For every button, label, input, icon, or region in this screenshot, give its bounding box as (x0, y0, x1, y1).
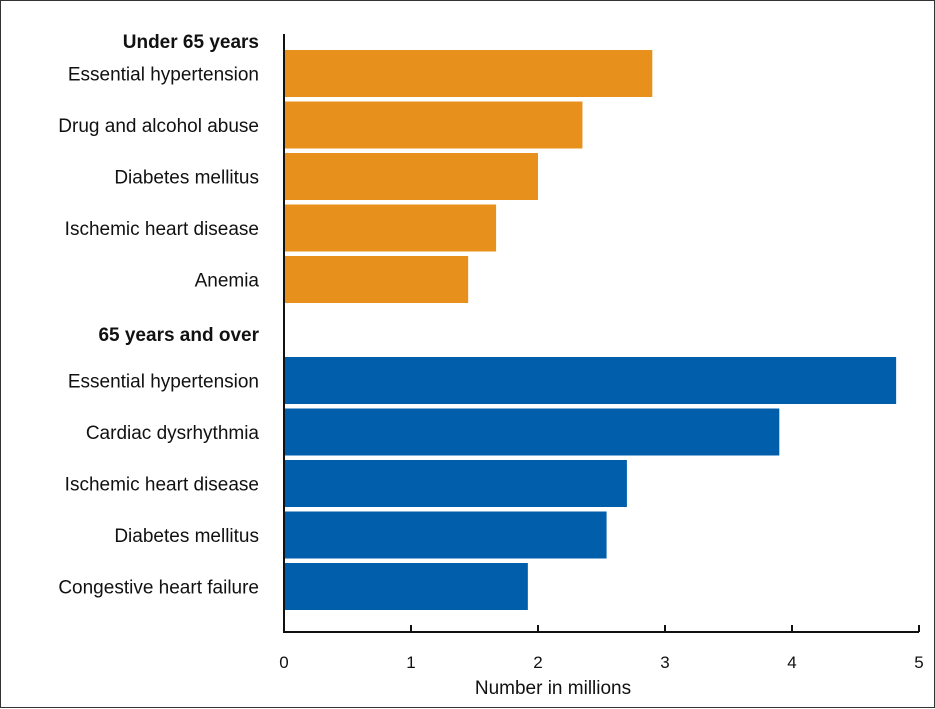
labels-layer: Under 65 years Essential hypertension Drug… (58, 32, 259, 599)
bar (284, 204, 497, 252)
bars-layer (284, 50, 897, 610)
x-tick-label: 4 (787, 653, 796, 672)
category-label: Drug and alcohol abuse (58, 116, 259, 137)
bar (284, 408, 780, 456)
bar (284, 563, 528, 610)
bar (284, 511, 607, 559)
category-label: Ischemic heart disease (65, 219, 259, 240)
x-ticks-layer: 0 1 2 3 4 5 (279, 625, 924, 672)
bar (284, 256, 469, 303)
category-label: Cardiac dysrhythmia (86, 423, 260, 444)
category-label: Congestive heart failure (58, 578, 259, 599)
category-label: Ischemic heart disease (65, 475, 259, 496)
category-label: Essential hypertension (68, 65, 259, 86)
x-axis-title: Number in millions (475, 678, 631, 699)
category-label: Diabetes mellitus (114, 168, 259, 189)
group-label: 65 years and over (98, 325, 259, 346)
bar (284, 101, 583, 149)
category-label: Essential hypertension (68, 372, 259, 393)
category-label: Diabetes mellitus (114, 526, 259, 547)
x-tick-label: 1 (406, 653, 415, 672)
axes-layer (283, 34, 919, 633)
bar (284, 153, 538, 200)
bar (284, 460, 627, 507)
x-tick-label: 2 (533, 653, 542, 672)
x-tick-label: 0 (279, 653, 288, 672)
x-tick-label: 5 (914, 653, 923, 672)
group-label: Under 65 years (123, 32, 259, 53)
category-label: Anemia (195, 271, 260, 292)
x-tick-label: 3 (660, 653, 669, 672)
bar (284, 357, 897, 404)
bar (284, 50, 653, 97)
